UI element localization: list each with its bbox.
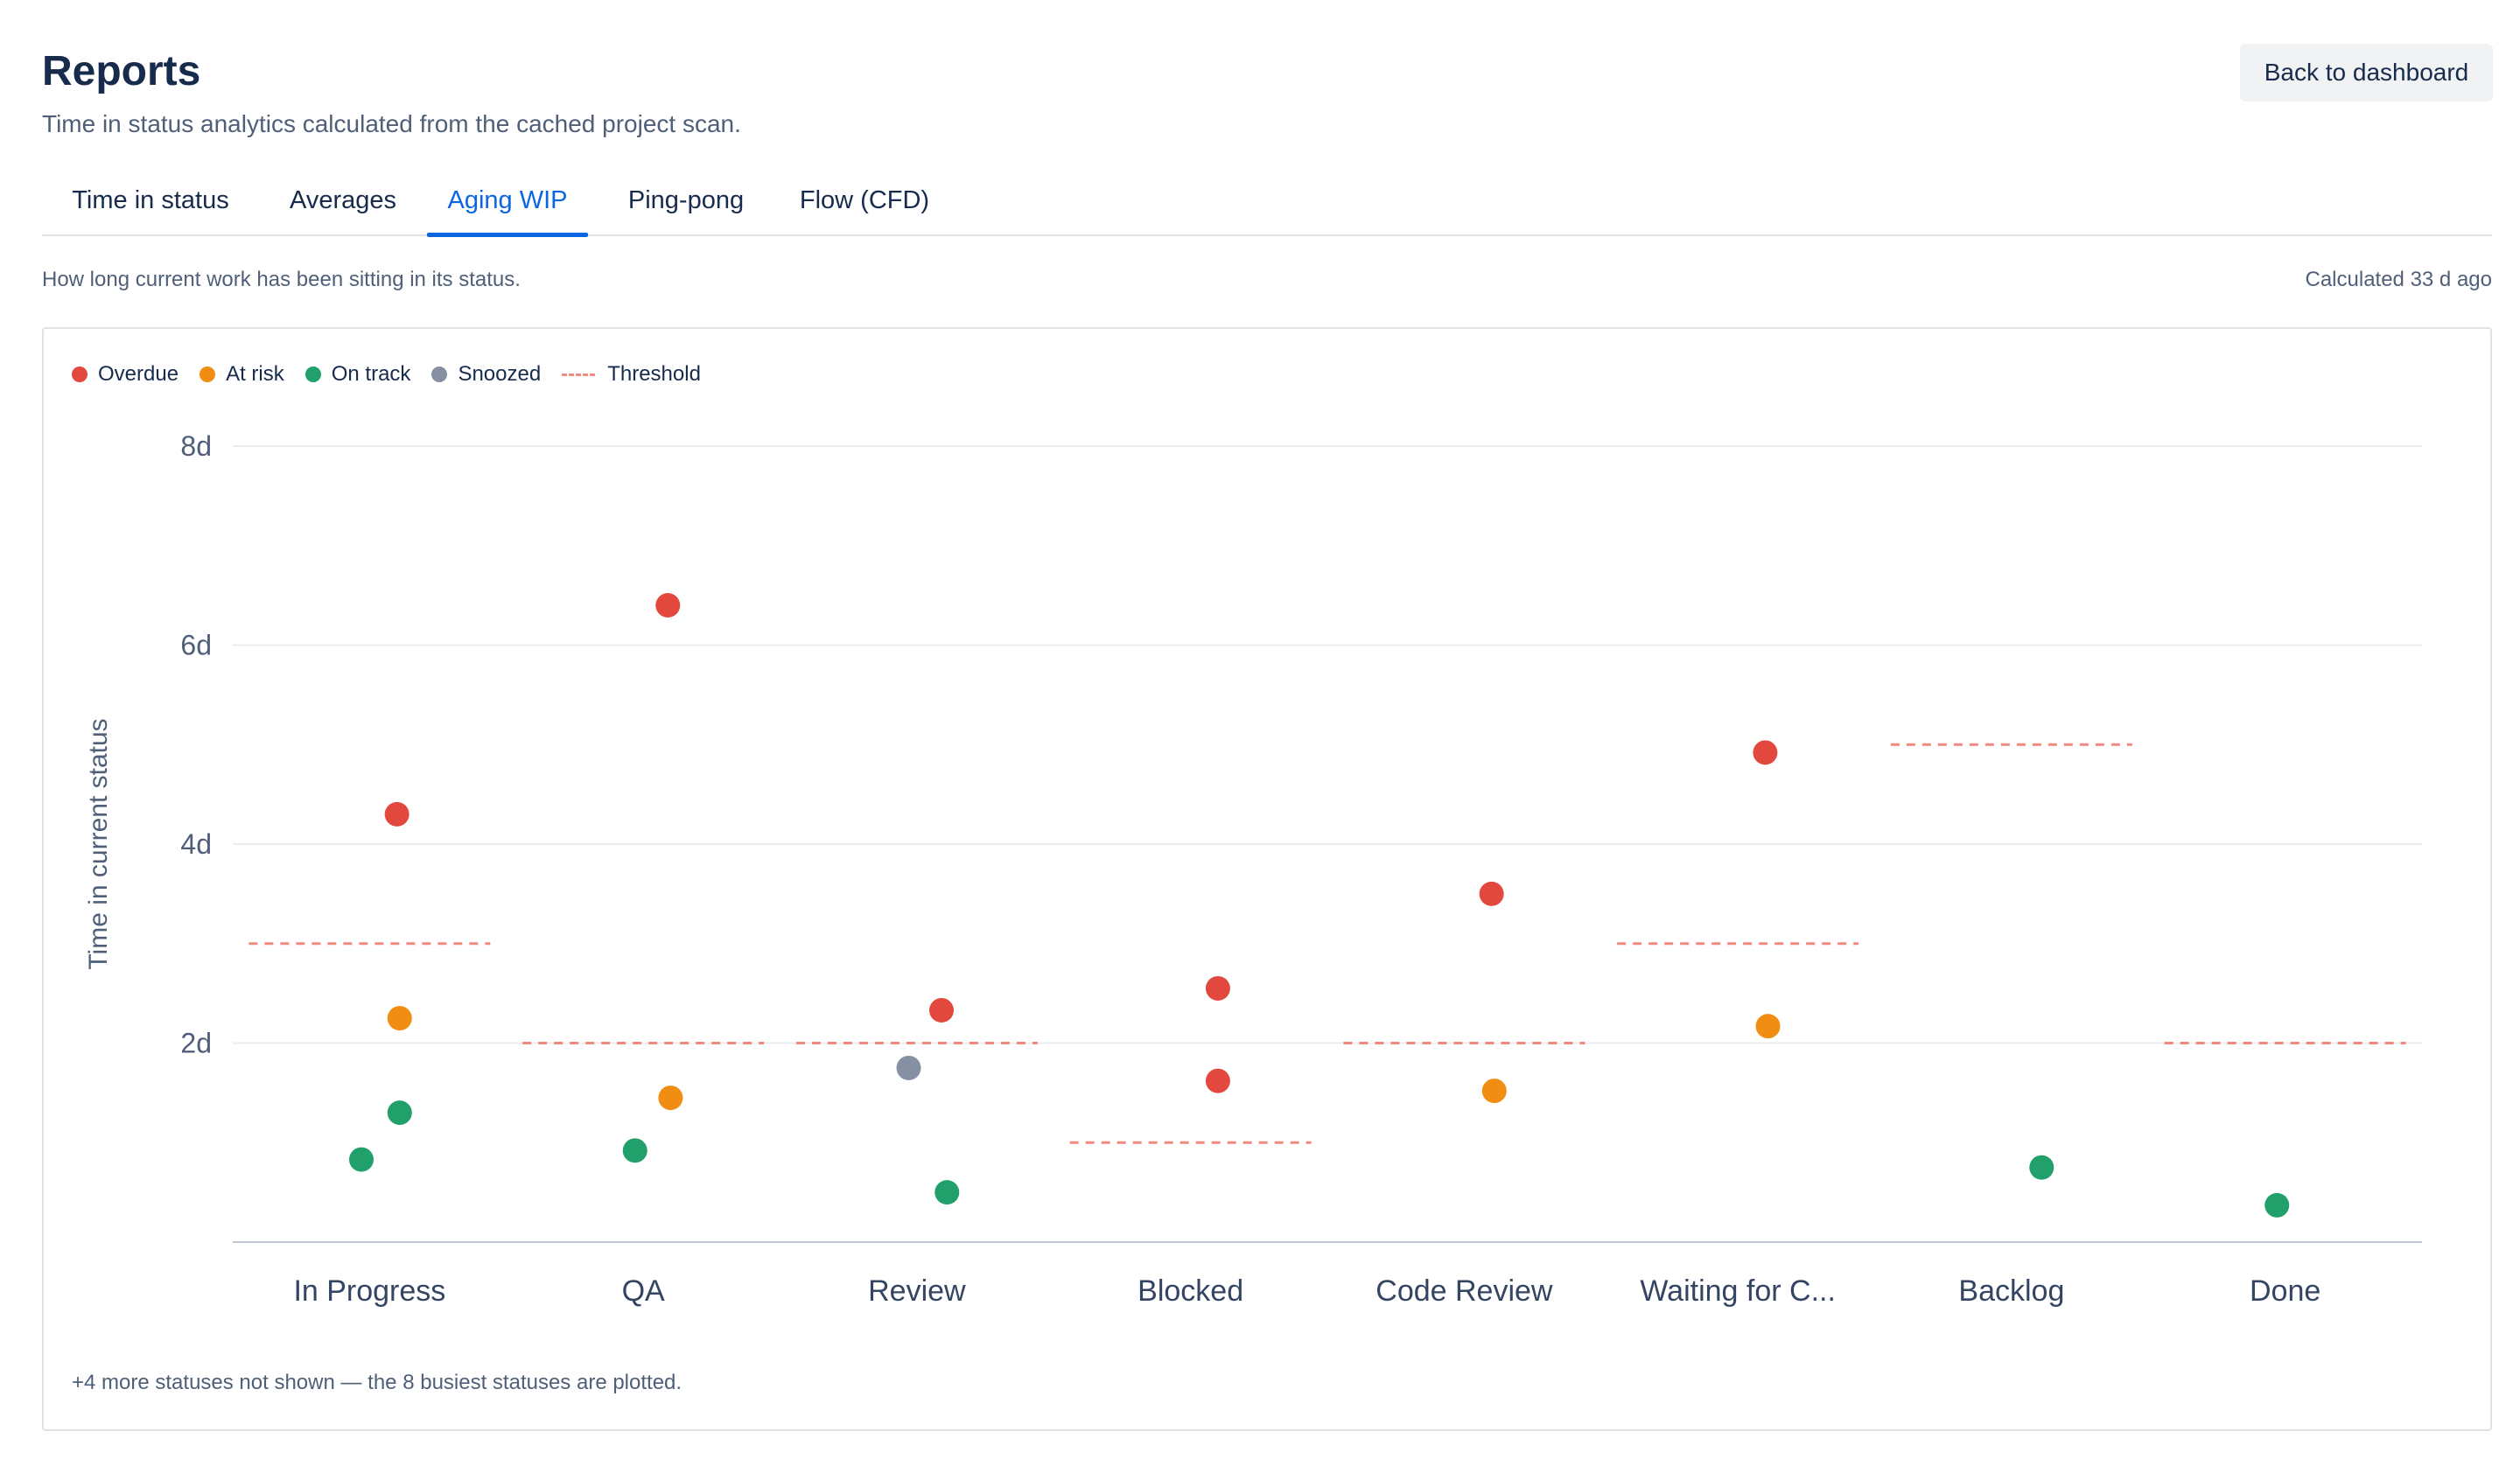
data-point-overdue [1479,881,1504,906]
at-risk-dot-icon [200,366,216,382]
data-point-on-track [387,1100,412,1126]
y-tick-label: 2d [180,1028,212,1059]
on-track-dot-icon [304,366,321,382]
y-tick-label: 6d [180,630,212,661]
tab-description: How long current work has been sitting i… [42,268,521,291]
data-point-on-track [2029,1155,2054,1180]
tab-aging-wip[interactable]: Aging WIP [427,171,588,237]
legend-item-threshold: Threshold [562,362,701,387]
calculated-timestamp: Calculated 33 d ago [2305,268,2493,291]
tab-time-in-status[interactable]: Time in status [72,186,229,214]
data-point-overdue [1205,975,1230,1001]
data-point-snoozed [896,1055,921,1080]
data-point-overdue [1753,740,1778,765]
legend-label: Overdue [98,362,179,386]
x-tick-label: Review [868,1274,966,1308]
data-point-on-track [622,1138,648,1163]
back-to-dashboard-button[interactable]: Back to dashboard [2240,44,2493,101]
chart-footnote: +4 more statuses not shown — the 8 busie… [72,1371,682,1394]
tab-ping-pong[interactable]: Ping-pong [627,186,745,214]
x-tick-label: Done [2250,1274,2320,1308]
legend-item-on-track: On track [304,362,411,387]
legend-item-snoozed: Snoozed [431,362,541,387]
data-point-at-risk [1481,1079,1507,1104]
y-axis-label: Time in current status [84,718,113,969]
tab-averages[interactable]: Averages [290,186,396,214]
data-point-at-risk [387,1006,412,1031]
data-point-on-track [934,1180,960,1205]
data-point-on-track [348,1147,374,1172]
data-point-at-risk [1755,1014,1781,1039]
legend-label: Threshold [607,362,701,386]
legend-label: Snoozed [458,362,542,386]
data-point-on-track [2264,1192,2290,1218]
x-tick-label: In Progress [293,1274,445,1308]
data-point-overdue [1205,1068,1230,1093]
x-tick-label: QA [622,1274,665,1308]
x-tick-label: Backlog [1958,1274,2064,1308]
legend-label: On track [331,362,411,386]
threshold-dash-icon [562,373,596,376]
snoozed-dot-icon [431,366,448,382]
x-tick-label: Waiting for C... [1640,1274,1836,1308]
legend-item-overdue: Overdue [72,362,178,387]
report-tabs: Time in status Averages Aging WIP Ping-p… [42,171,2492,237]
page-title: Reports [42,48,201,94]
data-point-overdue [384,801,410,827]
data-point-overdue [929,997,955,1023]
x-tick-label: Code Review [1376,1274,1553,1308]
y-tick-label: 4d [180,828,212,860]
legend-item-at-risk: At risk [200,362,284,387]
tab-flow-cfd[interactable]: Flow (CFD) [799,186,930,214]
x-tick-label: Blocked [1138,1274,1243,1308]
data-point-at-risk [658,1086,683,1111]
page-subtitle: Time in status analytics calculated from… [42,110,741,137]
data-point-overdue [655,593,681,618]
y-tick-label: 8d [180,430,212,462]
chart-card [42,327,2492,1431]
chart-legend: Overdue At risk On track Snoozed Thresho… [72,360,722,388]
legend-label: At risk [226,362,284,386]
overdue-dot-icon [72,366,88,382]
